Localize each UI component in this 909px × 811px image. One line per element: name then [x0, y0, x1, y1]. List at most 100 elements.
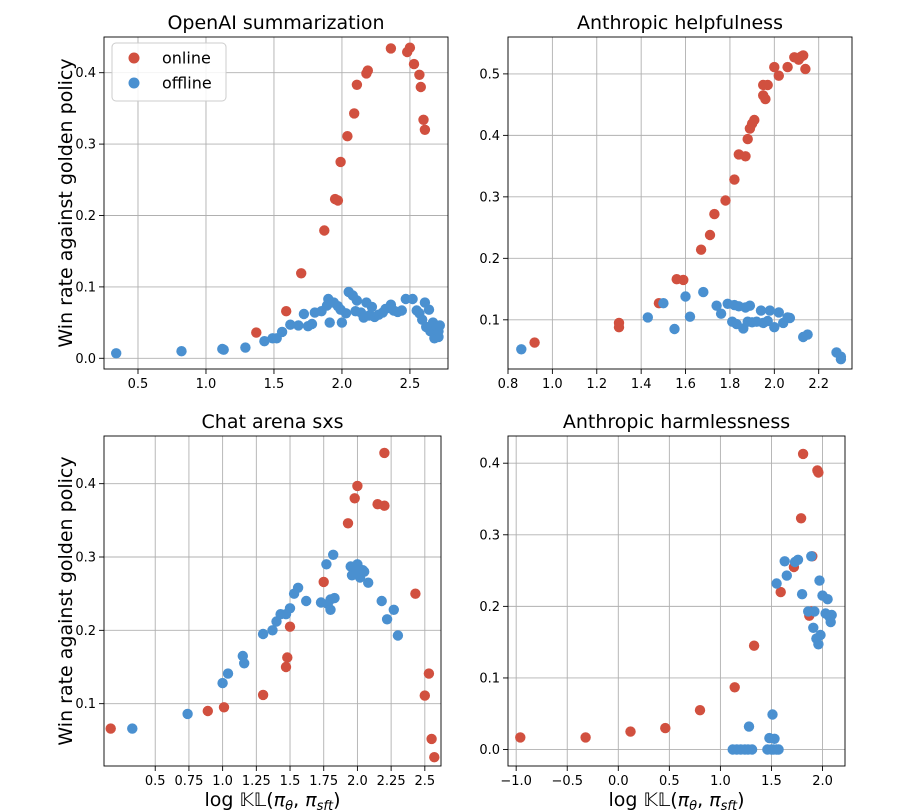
- point-offline: [407, 293, 418, 305]
- point-offline: [276, 326, 288, 338]
- point-offline: [366, 301, 378, 313]
- point-offline: [388, 604, 399, 615]
- y-tick-label: 0.5: [479, 67, 500, 82]
- point-offline: [809, 606, 820, 617]
- point-online: [515, 732, 526, 743]
- point-offline: [771, 578, 782, 589]
- point-offline: [267, 625, 278, 636]
- point-online: [418, 114, 429, 126]
- chart-title: Anthropic helpfulness: [577, 12, 783, 34]
- y-tick-label: 0.1: [479, 671, 500, 686]
- point-online: [695, 244, 707, 255]
- point-offline: [301, 595, 312, 607]
- point-online: [414, 69, 425, 81]
- point-offline: [781, 570, 792, 581]
- y-tick-label: 0.2: [75, 209, 96, 224]
- x-tick-label: 1.5: [264, 377, 285, 392]
- point-offline: [792, 554, 804, 565]
- point-offline: [325, 604, 336, 615]
- points-layer: [111, 42, 445, 359]
- point-offline: [176, 346, 187, 357]
- legend: online offline: [111, 42, 227, 102]
- point-online: [625, 726, 636, 737]
- chart-panel-4: −1.0 −0.5 0.0 0.5 1.0 1.5 2.0 0.0 0.1 0.2 0.3 0.4 An…: [479, 411, 846, 811]
- point-online: [335, 156, 346, 168]
- point-online: [748, 640, 760, 651]
- y-tick-label: 0.4: [75, 477, 96, 492]
- x-tick-label: 1.25: [242, 774, 271, 789]
- point-offline: [284, 603, 296, 614]
- point-offline: [806, 551, 817, 562]
- x-axis-label: log 𝕂𝕃(πθ, πsft): [609, 789, 745, 811]
- point-online: [362, 65, 373, 76]
- point-online: [729, 174, 740, 185]
- point-offline: [813, 639, 824, 650]
- point-online: [319, 225, 330, 236]
- point-online: [318, 576, 329, 588]
- point-offline: [434, 320, 445, 331]
- y-axis-label: Win rate against golden policy: [55, 456, 77, 745]
- point-online: [410, 588, 421, 599]
- point-offline: [222, 668, 234, 679]
- point-online: [749, 114, 760, 126]
- plot-frame: [103, 435, 442, 767]
- point-online: [251, 327, 262, 338]
- x-tick-label: −0.5: [551, 774, 583, 789]
- point-offline: [257, 628, 269, 640]
- point-online: [709, 208, 720, 220]
- y-tick-label: 0.2: [479, 600, 500, 615]
- point-offline: [743, 721, 755, 732]
- point-offline: [306, 318, 318, 330]
- y-axis-label: Win rate against golden policy: [55, 58, 77, 347]
- point-offline: [329, 592, 340, 604]
- point-offline: [423, 304, 435, 315]
- x-tick-label: 1.0: [710, 774, 731, 789]
- legend-label-online: online: [162, 49, 211, 68]
- point-offline: [769, 322, 780, 333]
- point-online: [720, 195, 731, 206]
- point-online: [257, 689, 269, 701]
- point-offline: [328, 549, 339, 560]
- point-online: [284, 621, 296, 632]
- x-tick-label: 0.5: [659, 774, 680, 789]
- point-offline: [182, 708, 193, 720]
- point-offline: [340, 308, 352, 319]
- point-offline: [376, 595, 387, 607]
- x-tick-label: 2.0: [812, 774, 833, 789]
- chart-title: Anthropic harmlessness: [563, 411, 790, 433]
- chart-title: Chat arena sxs: [202, 411, 344, 433]
- point-online: [408, 58, 420, 70]
- points-layer: [516, 50, 847, 365]
- point-offline: [715, 308, 727, 319]
- points-layer: [515, 448, 837, 755]
- point-offline: [822, 594, 833, 605]
- point-offline: [698, 286, 709, 298]
- point-offline: [363, 577, 374, 588]
- point-online: [678, 274, 689, 286]
- x-tick-label: 2.0: [764, 377, 785, 392]
- point-online: [296, 268, 307, 279]
- point-online: [800, 63, 811, 75]
- point-online: [352, 480, 363, 492]
- point-online: [704, 229, 716, 241]
- point-online: [762, 79, 773, 91]
- point-offline: [293, 320, 304, 331]
- y-tick-label: 0.3: [75, 551, 96, 566]
- y-tick-label: 0.4: [75, 66, 96, 81]
- point-offline: [351, 295, 363, 306]
- point-offline: [392, 630, 404, 641]
- point-online: [419, 690, 430, 701]
- legend-marker-offline: [128, 77, 140, 89]
- point-online: [342, 518, 354, 529]
- point-offline: [218, 344, 229, 355]
- point-offline: [111, 348, 122, 359]
- y-tick-label: 0.1: [75, 280, 96, 295]
- point-offline: [217, 677, 228, 689]
- point-online: [798, 50, 809, 61]
- point-offline: [779, 556, 790, 567]
- point-online: [280, 661, 292, 673]
- point-online: [349, 493, 360, 504]
- x-tick-label: 1.75: [309, 774, 338, 789]
- point-offline: [669, 323, 680, 335]
- point-offline: [680, 291, 691, 302]
